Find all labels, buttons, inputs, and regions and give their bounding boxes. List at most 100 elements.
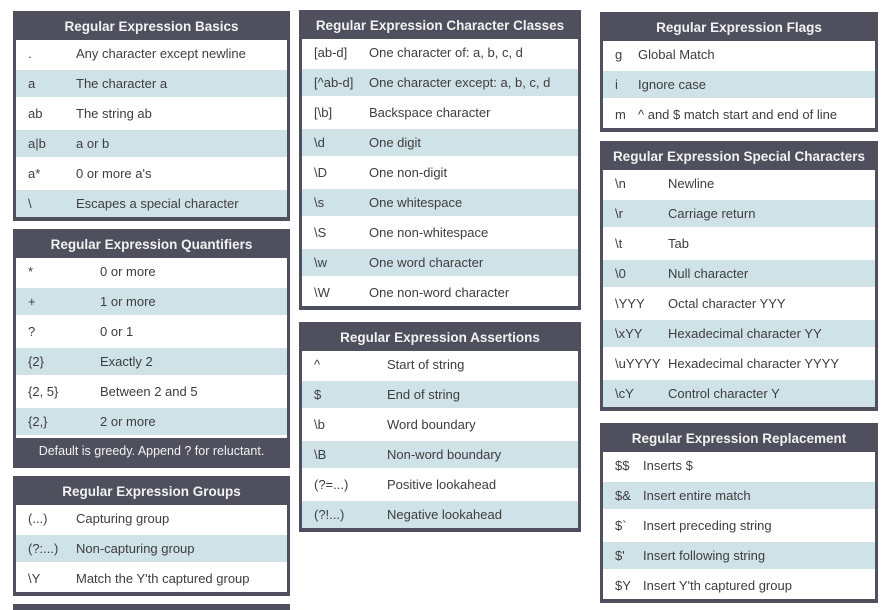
description-cell: Non-capturing group <box>76 541 195 556</box>
pattern-cell: \S <box>314 225 327 240</box>
table-row: \Y Match the Y'th captured group <box>16 565 287 592</box>
pattern-cell: \D <box>314 165 327 180</box>
table-row: \B Non-word boundary <box>302 441 578 471</box>
description-cell: Escapes a special character <box>76 196 239 211</box>
pattern-cell: (?!...) <box>314 507 345 522</box>
description-cell: ^ and $ match start and end of line <box>638 107 838 122</box>
table-row: ? 0 or 1 <box>16 318 287 348</box>
pattern-cell: \b <box>314 417 325 432</box>
pattern-cell: {2,} <box>28 414 48 429</box>
table-special-title: Regular Expression Special Characters <box>603 144 875 170</box>
description-cell: Newline <box>668 176 715 191</box>
description-cell: End of string <box>387 387 460 402</box>
table-row: $ End of string <box>302 381 578 411</box>
table-row: \t Tab <box>603 230 875 260</box>
pattern-cell: (?=...) <box>314 477 349 492</box>
table-row: \W One non-word character <box>302 279 578 306</box>
pattern-cell: $ <box>314 387 322 402</box>
table-row: \d One digit <box>302 129 578 159</box>
pattern-cell: \ <box>28 196 32 211</box>
table-row: \YYY Octal character YYY <box>603 290 875 320</box>
description-cell: One non-whitespace <box>369 225 489 240</box>
pattern-cell: \n <box>615 176 626 191</box>
description-cell: Inserts $ <box>643 458 693 473</box>
table-quantifiers-footer-note: Default is greedy. Append ? for reluctan… <box>16 438 287 464</box>
table-charclasses: Regular Expression Character Classes [ab-… <box>299 10 581 310</box>
pattern-cell: \Y <box>28 571 41 586</box>
description-cell: Insert Y'th captured group <box>643 578 792 593</box>
table-basics-title: Regular Expression Basics <box>16 14 287 40</box>
table-row: \n Newline <box>603 170 875 200</box>
pattern-cell: \YYY <box>615 296 645 311</box>
table-cutoff-partial-header <box>13 604 290 610</box>
pattern-cell: a|b <box>28 136 46 151</box>
pattern-cell: a* <box>28 166 41 181</box>
pattern-cell: {2, 5} <box>28 384 59 399</box>
description-cell: Null character <box>668 266 749 281</box>
description-cell: Insert preceding string <box>643 518 772 533</box>
pattern-cell: \B <box>314 447 327 462</box>
table-row: $$ Inserts $ <box>603 452 875 482</box>
table-row: (...) Capturing group <box>16 505 287 535</box>
table-row: \S One non-whitespace <box>302 219 578 249</box>
pattern-cell: \W <box>314 285 330 300</box>
description-cell: Global Match <box>638 47 715 62</box>
table-row: [^ab-d] One character except: a, b, c, d <box>302 69 578 99</box>
pattern-cell: + <box>28 294 36 309</box>
table-row: {2,} 2 or more <box>16 408 287 438</box>
table-row: $Y Insert Y'th captured group <box>603 572 875 599</box>
description-cell: One whitespace <box>369 195 463 210</box>
table-row: \uYYYY Hexadecimal character YYYY <box>603 350 875 380</box>
pattern-cell: $& <box>615 488 631 503</box>
description-cell: Start of string <box>387 357 465 372</box>
description-cell: Tab <box>668 236 689 251</box>
pattern-cell: i <box>615 77 618 92</box>
description-cell: 0 or more a's <box>76 166 152 181</box>
description-cell: One word character <box>369 255 484 270</box>
pattern-cell: \s <box>314 195 325 210</box>
column-right: Regular Expression Flags g Global Match i Ig… <box>600 0 878 603</box>
table-row: i Ignore case <box>603 71 875 101</box>
pattern-cell: [\b] <box>314 105 333 120</box>
table-replacement-title: Regular Expression Replacement <box>603 426 875 452</box>
table-row: (?!...) Negative lookahead <box>302 501 578 528</box>
pattern-cell: {2} <box>28 354 44 369</box>
pattern-cell: \t <box>615 236 623 251</box>
pattern-cell: \0 <box>615 266 626 281</box>
description-cell: Insert following string <box>643 548 766 563</box>
description-cell: The string ab <box>76 106 152 121</box>
table-row: * 0 or more <box>16 258 287 288</box>
table-row: a* 0 or more a's <box>16 160 287 190</box>
pattern-cell: a <box>28 76 36 91</box>
description-cell: Match the Y'th captured group <box>76 571 250 586</box>
table-row: (?=...) Positive lookahead <box>302 471 578 501</box>
table-row: \0 Null character <box>603 260 875 290</box>
pattern-cell: \cY <box>615 386 634 401</box>
table-assertions: Regular Expression Assertions ^ Start of s… <box>299 322 581 532</box>
table-row: [\b] Backspace character <box>302 99 578 129</box>
table-flags-title: Regular Expression Flags <box>603 15 875 41</box>
table-groups-title: Regular Expression Groups <box>16 479 287 505</box>
table-flags: Regular Expression Flags g Global Match i Ig… <box>600 12 878 132</box>
pattern-cell: \r <box>615 206 623 221</box>
pattern-cell: (...) <box>28 511 48 526</box>
pattern-cell: $' <box>615 548 625 563</box>
table-row: \xYY Hexadecimal character YY <box>603 320 875 350</box>
description-cell: Carriage return <box>668 206 756 221</box>
description-cell: 2 or more <box>100 414 156 429</box>
table-assertions-title: Regular Expression Assertions <box>302 325 578 351</box>
table-replacement: Regular Expression Replacement $$ Inserts … <box>600 423 878 603</box>
pattern-cell: [ab-d] <box>314 45 348 60</box>
pattern-cell: \uYYYY <box>615 356 661 371</box>
table-row: ab The string ab <box>16 100 287 130</box>
description-cell: Octal character YYY <box>668 296 786 311</box>
column-middle: Regular Expression Character Classes [ab-… <box>299 0 581 544</box>
table-row: {2} Exactly 2 <box>16 348 287 378</box>
table-row: g Global Match <box>603 41 875 71</box>
description-cell: One non-word character <box>369 285 510 300</box>
description-cell: 1 or more <box>100 294 156 309</box>
description-cell: Capturing group <box>76 511 170 526</box>
table-row: $& Insert entire match <box>603 482 875 512</box>
description-cell: Hexadecimal character YY <box>668 326 822 341</box>
